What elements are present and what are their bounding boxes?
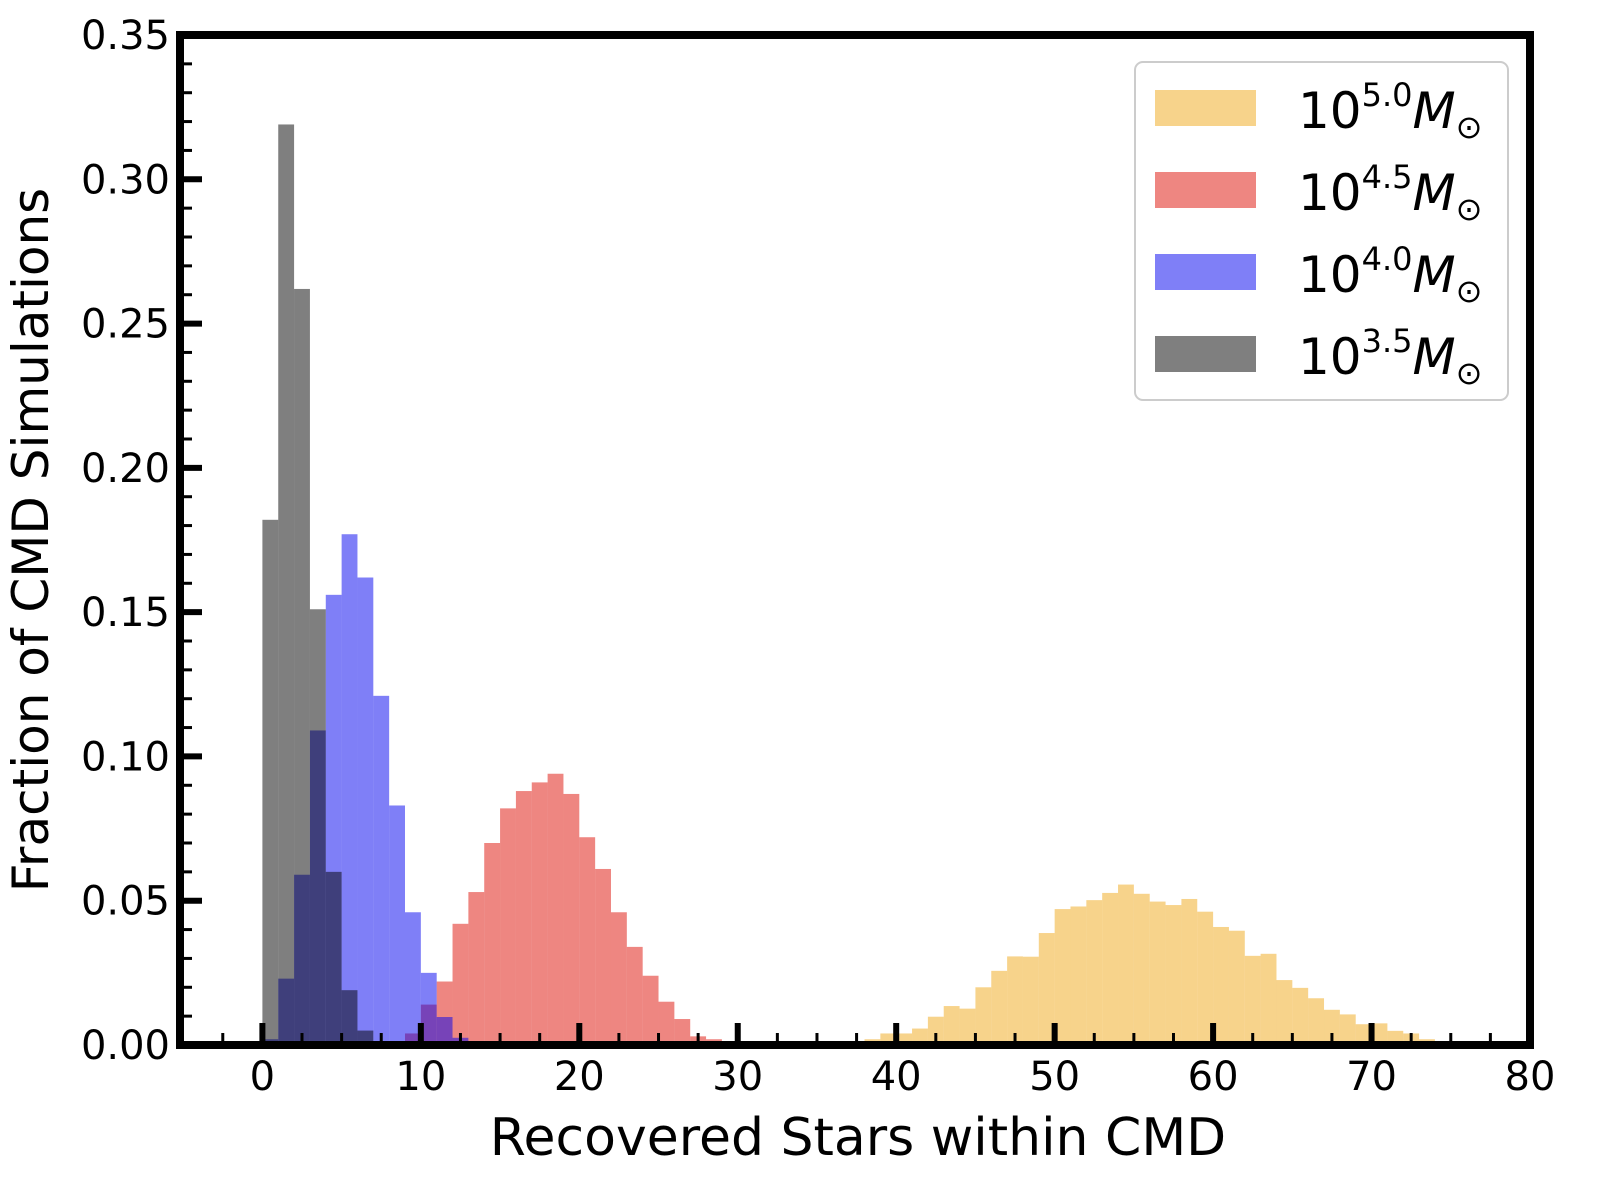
histogram-bar [943, 1006, 960, 1045]
histogram-bar [563, 793, 580, 1045]
y-tick-label: 0.20 [81, 446, 170, 492]
legend-item: 104.5M⊙ [1155, 158, 1482, 228]
histogram-bar [341, 990, 358, 1045]
histogram-bar [1086, 900, 1103, 1045]
histogram-bar [674, 1019, 691, 1045]
histogram-bar [1244, 955, 1261, 1045]
histogram-bar [927, 1016, 944, 1045]
histogram-bar [642, 975, 659, 1045]
legend-label: 105.0M⊙ [1298, 76, 1482, 146]
histogram-bar [531, 782, 548, 1045]
histogram-bar [896, 1033, 913, 1045]
y-tick-label: 0.35 [81, 13, 170, 59]
histogram-bar [1308, 998, 1325, 1045]
legend-item: 105.0M⊙ [1155, 76, 1482, 146]
histogram-bar [405, 912, 421, 1045]
histogram-bar [1324, 1009, 1340, 1045]
histogram-bar [294, 288, 310, 1045]
histogram-bar [436, 1017, 453, 1045]
legend-box [1134, 61, 1509, 401]
histogram-bar [515, 791, 532, 1045]
histogram-bar [959, 1008, 976, 1045]
plot-frame [176, 31, 1534, 1049]
legend-label: 103.5M⊙ [1298, 322, 1482, 392]
series-3 [262, 124, 390, 1045]
x-tick-label: 0 [250, 1054, 275, 1100]
legend-swatch [1155, 254, 1256, 290]
histogram-bar [1118, 884, 1134, 1045]
histogram-bar [1228, 930, 1245, 1045]
y-tick-label: 0.00 [81, 1023, 170, 1069]
x-tick-label: 40 [871, 1054, 922, 1100]
histogram-bar [975, 987, 992, 1045]
histogram-bar [1149, 901, 1166, 1045]
histogram-bar [1070, 906, 1087, 1045]
y-axis-label: Fraction of CMD Simulations [2, 188, 60, 892]
histogram-bar [1102, 892, 1119, 1045]
histogram-bar [278, 124, 295, 1045]
histogram-bar [1165, 905, 1182, 1045]
x-tick-label: 50 [1029, 1054, 1080, 1100]
x-axis-label: Recovered Stars within CMD [490, 1108, 1226, 1168]
histogram-bar [1038, 933, 1055, 1045]
legend-item: 104.0M⊙ [1155, 240, 1482, 310]
histogram-bar [1197, 911, 1214, 1045]
histogram-bar [1133, 893, 1150, 1045]
histogram-bar [357, 577, 374, 1045]
histogram-bar [1276, 980, 1293, 1045]
histogram-bar [262, 519, 279, 1045]
y-tick-label: 0.10 [81, 734, 170, 780]
x-tick-label: 70 [1346, 1054, 1397, 1100]
histogram-bar [1213, 926, 1229, 1045]
histogram-bar [579, 837, 596, 1045]
histogram-bar [547, 773, 564, 1045]
histogram-bar [420, 972, 437, 1045]
histogram-bar [1054, 909, 1071, 1045]
histogram-bar [1355, 1024, 1372, 1045]
histogram-bar [325, 871, 342, 1045]
histogram-bar [452, 923, 469, 1045]
histogram-bar [1339, 1014, 1356, 1045]
legend-label: 104.5M⊙ [1298, 158, 1482, 228]
histogram-bars [262, 124, 1451, 1045]
histogram-bar [991, 970, 1008, 1045]
histogram-bar [912, 1028, 928, 1045]
histogram-bar [373, 695, 390, 1045]
histogram-bar [610, 912, 627, 1045]
legend-swatch [1155, 336, 1256, 372]
histogram-bar [484, 843, 501, 1045]
histogram-bar [1260, 953, 1277, 1045]
legend-swatch [1155, 90, 1256, 126]
histogram-bar [1292, 987, 1309, 1045]
x-tick-label: 60 [1188, 1054, 1239, 1100]
series-1 [389, 773, 738, 1045]
histogram-bar [309, 609, 326, 1045]
legend: 105.0M⊙ 104.5M⊙ 104.0M⊙ 103.5M⊙ [1134, 61, 1509, 401]
histogram-bar [1371, 1023, 1388, 1045]
histogram-bar [595, 868, 611, 1045]
histogram-bar [658, 1001, 675, 1045]
y-tick-label: 0.15 [81, 590, 170, 636]
histogram-bar [341, 534, 358, 1045]
histogram-bar [468, 892, 485, 1045]
y-tick-label: 0.25 [81, 302, 170, 348]
histogram-bar [500, 808, 516, 1045]
y-tick-label: 0.05 [81, 879, 170, 925]
x-tick-label: 80 [1505, 1054, 1556, 1100]
histogram-bar [626, 946, 643, 1045]
histogram-bar [1007, 956, 1023, 1045]
legend-swatch [1155, 172, 1256, 208]
histogram-bar [880, 1033, 897, 1045]
histogram-bar [389, 805, 405, 1045]
histogram-bar [1181, 898, 1198, 1045]
x-tick-label: 10 [395, 1054, 446, 1100]
legend-label: 104.0M⊙ [1298, 240, 1482, 310]
x-tick-label: 30 [712, 1054, 763, 1100]
legend-item: 103.5M⊙ [1155, 322, 1482, 392]
histogram-bar [1022, 956, 1039, 1045]
series-0 [848, 884, 1451, 1045]
x-tick-label: 20 [554, 1054, 605, 1100]
y-tick-label: 0.30 [81, 157, 170, 203]
